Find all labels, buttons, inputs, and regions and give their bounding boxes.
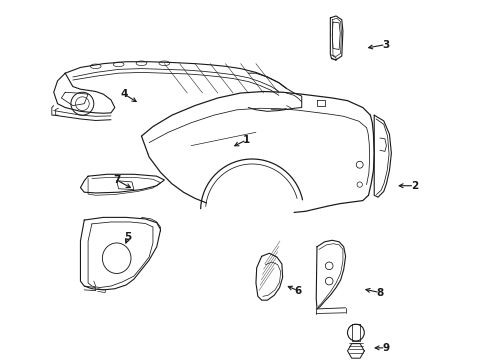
- Text: 8: 8: [376, 288, 383, 298]
- Text: 9: 9: [381, 343, 388, 353]
- Text: 4: 4: [121, 89, 128, 99]
- Text: 7: 7: [113, 175, 120, 185]
- Text: 3: 3: [381, 40, 388, 50]
- Text: 6: 6: [294, 285, 301, 296]
- Text: 2: 2: [410, 181, 417, 191]
- Text: 1: 1: [242, 135, 249, 145]
- Text: 5: 5: [124, 232, 131, 242]
